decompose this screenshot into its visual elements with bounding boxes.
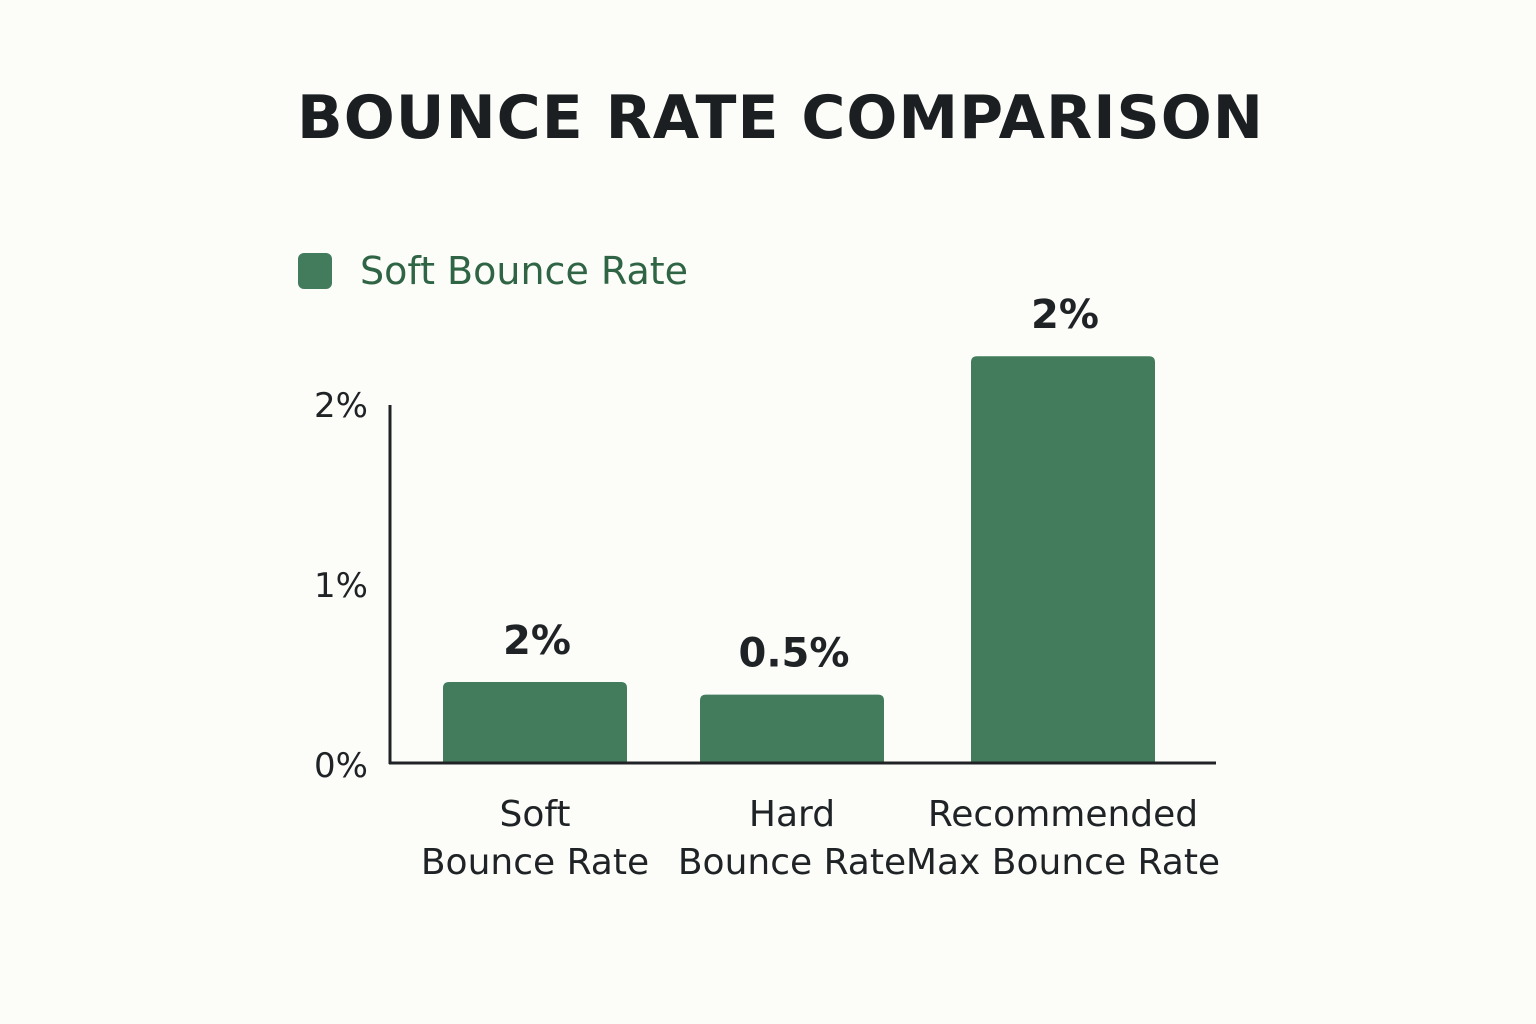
bar: [443, 682, 627, 763]
legend-swatch: [298, 253, 332, 289]
x-category-label-line: Hard: [749, 794, 835, 835]
y-tick-label: 0%: [314, 746, 368, 786]
x-category-label-line: Bounce Rate: [678, 842, 906, 883]
chart-title: BOUNCE RATE COMPARISON: [297, 83, 1264, 153]
legend: Soft Bounce Rate: [298, 252, 688, 290]
bar-value-label: 0.5%: [739, 631, 850, 677]
x-category-label: Hard Bounce Rate: [678, 794, 906, 883]
y-tick-label: 2%: [314, 386, 368, 426]
x-category-label-line: Soft: [499, 794, 570, 835]
bar: [971, 356, 1155, 763]
x-category-label: Soft Bounce Rate: [421, 794, 649, 883]
bar: [700, 694, 884, 763]
x-category-label-line: Bounce Rate: [421, 842, 649, 883]
bar-value-label: 2%: [1031, 292, 1099, 338]
y-axis: 0% 1% 2%: [314, 386, 392, 786]
bar-value-label: 2%: [503, 618, 571, 664]
y-tick-label: 1%: [314, 566, 368, 606]
x-category-label: Recommended Max Bounce Rate: [906, 794, 1220, 883]
x-category-label-line: Max Bounce Rate: [906, 842, 1220, 883]
bars: 2% 0.5% 2%: [443, 292, 1155, 763]
legend-label: Soft Bounce Rate: [360, 249, 689, 293]
x-category-label-line: Recommended: [928, 794, 1198, 835]
